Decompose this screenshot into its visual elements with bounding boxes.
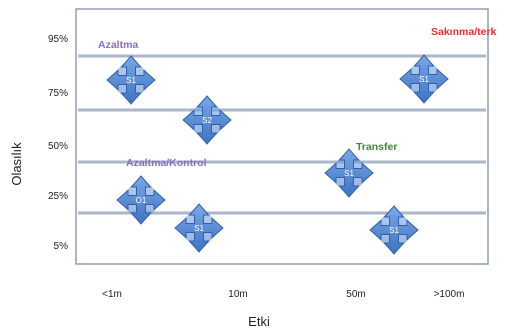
x-axis-title: Etki (248, 314, 270, 329)
x-tick-10m: 10m (228, 289, 247, 300)
y-tick-5: 5% (54, 241, 69, 252)
y-axis-ticks: 95% 75% 50% 25% 5% (48, 34, 68, 252)
risk-marker-arrows (399, 54, 449, 104)
y-tick-25: 25% (48, 191, 68, 202)
risk-marker: S1 (106, 55, 156, 105)
x-tick-100m: >100m (434, 289, 465, 300)
risk-marker: S1 (369, 205, 419, 255)
risk-marker-label: S1 (389, 226, 399, 235)
zone-label-azaltma: Azaltma (98, 39, 138, 51)
risk-marker: S1 (399, 54, 449, 104)
risk-marker: S1 (324, 148, 374, 198)
y-tick-95: 95% (48, 34, 68, 45)
y-axis-title: Olasılık (9, 142, 24, 186)
x-tick-1m: <1m (102, 289, 122, 300)
risk-markers: S1 S2 S1 S1 O1 S1 S1 (106, 54, 449, 255)
risk-marker-arrows (369, 205, 419, 255)
zone-label-sakinma-terk: Sakınma/terk (431, 26, 497, 38)
risk-marker-label: S1 (419, 75, 429, 84)
risk-marker-arrows (116, 175, 166, 225)
risk-marker: O1 (116, 175, 166, 225)
risk-marker-label: S2 (202, 116, 212, 125)
x-tick-50m: 50m (346, 289, 365, 300)
risk-marker-label: S1 (194, 224, 204, 233)
risk-marker-arrows (182, 95, 232, 145)
y-tick-75: 75% (48, 88, 68, 99)
risk-marker-arrows (106, 55, 156, 105)
risk-marker: S2 (182, 95, 232, 145)
zone-labels: Azaltma Sakınma/terk Transfer Azaltma/Ko… (98, 26, 497, 169)
zone-label-azaltma-kontrol: Azaltma/Kontrol (126, 157, 207, 169)
risk-marker-label: O1 (136, 196, 147, 205)
zone-label-transfer: Transfer (356, 141, 397, 153)
risk-marker-label: S1 (344, 169, 354, 178)
risk-marker-arrows (174, 203, 224, 253)
risk-marker: S1 (174, 203, 224, 253)
y-tick-50: 50% (48, 141, 68, 152)
plot-frame (75, 8, 489, 265)
risk-marker-arrows (324, 148, 374, 198)
risk-marker-label: S1 (126, 76, 136, 85)
x-axis-ticks: <1m 10m 50m >100m (102, 289, 464, 300)
